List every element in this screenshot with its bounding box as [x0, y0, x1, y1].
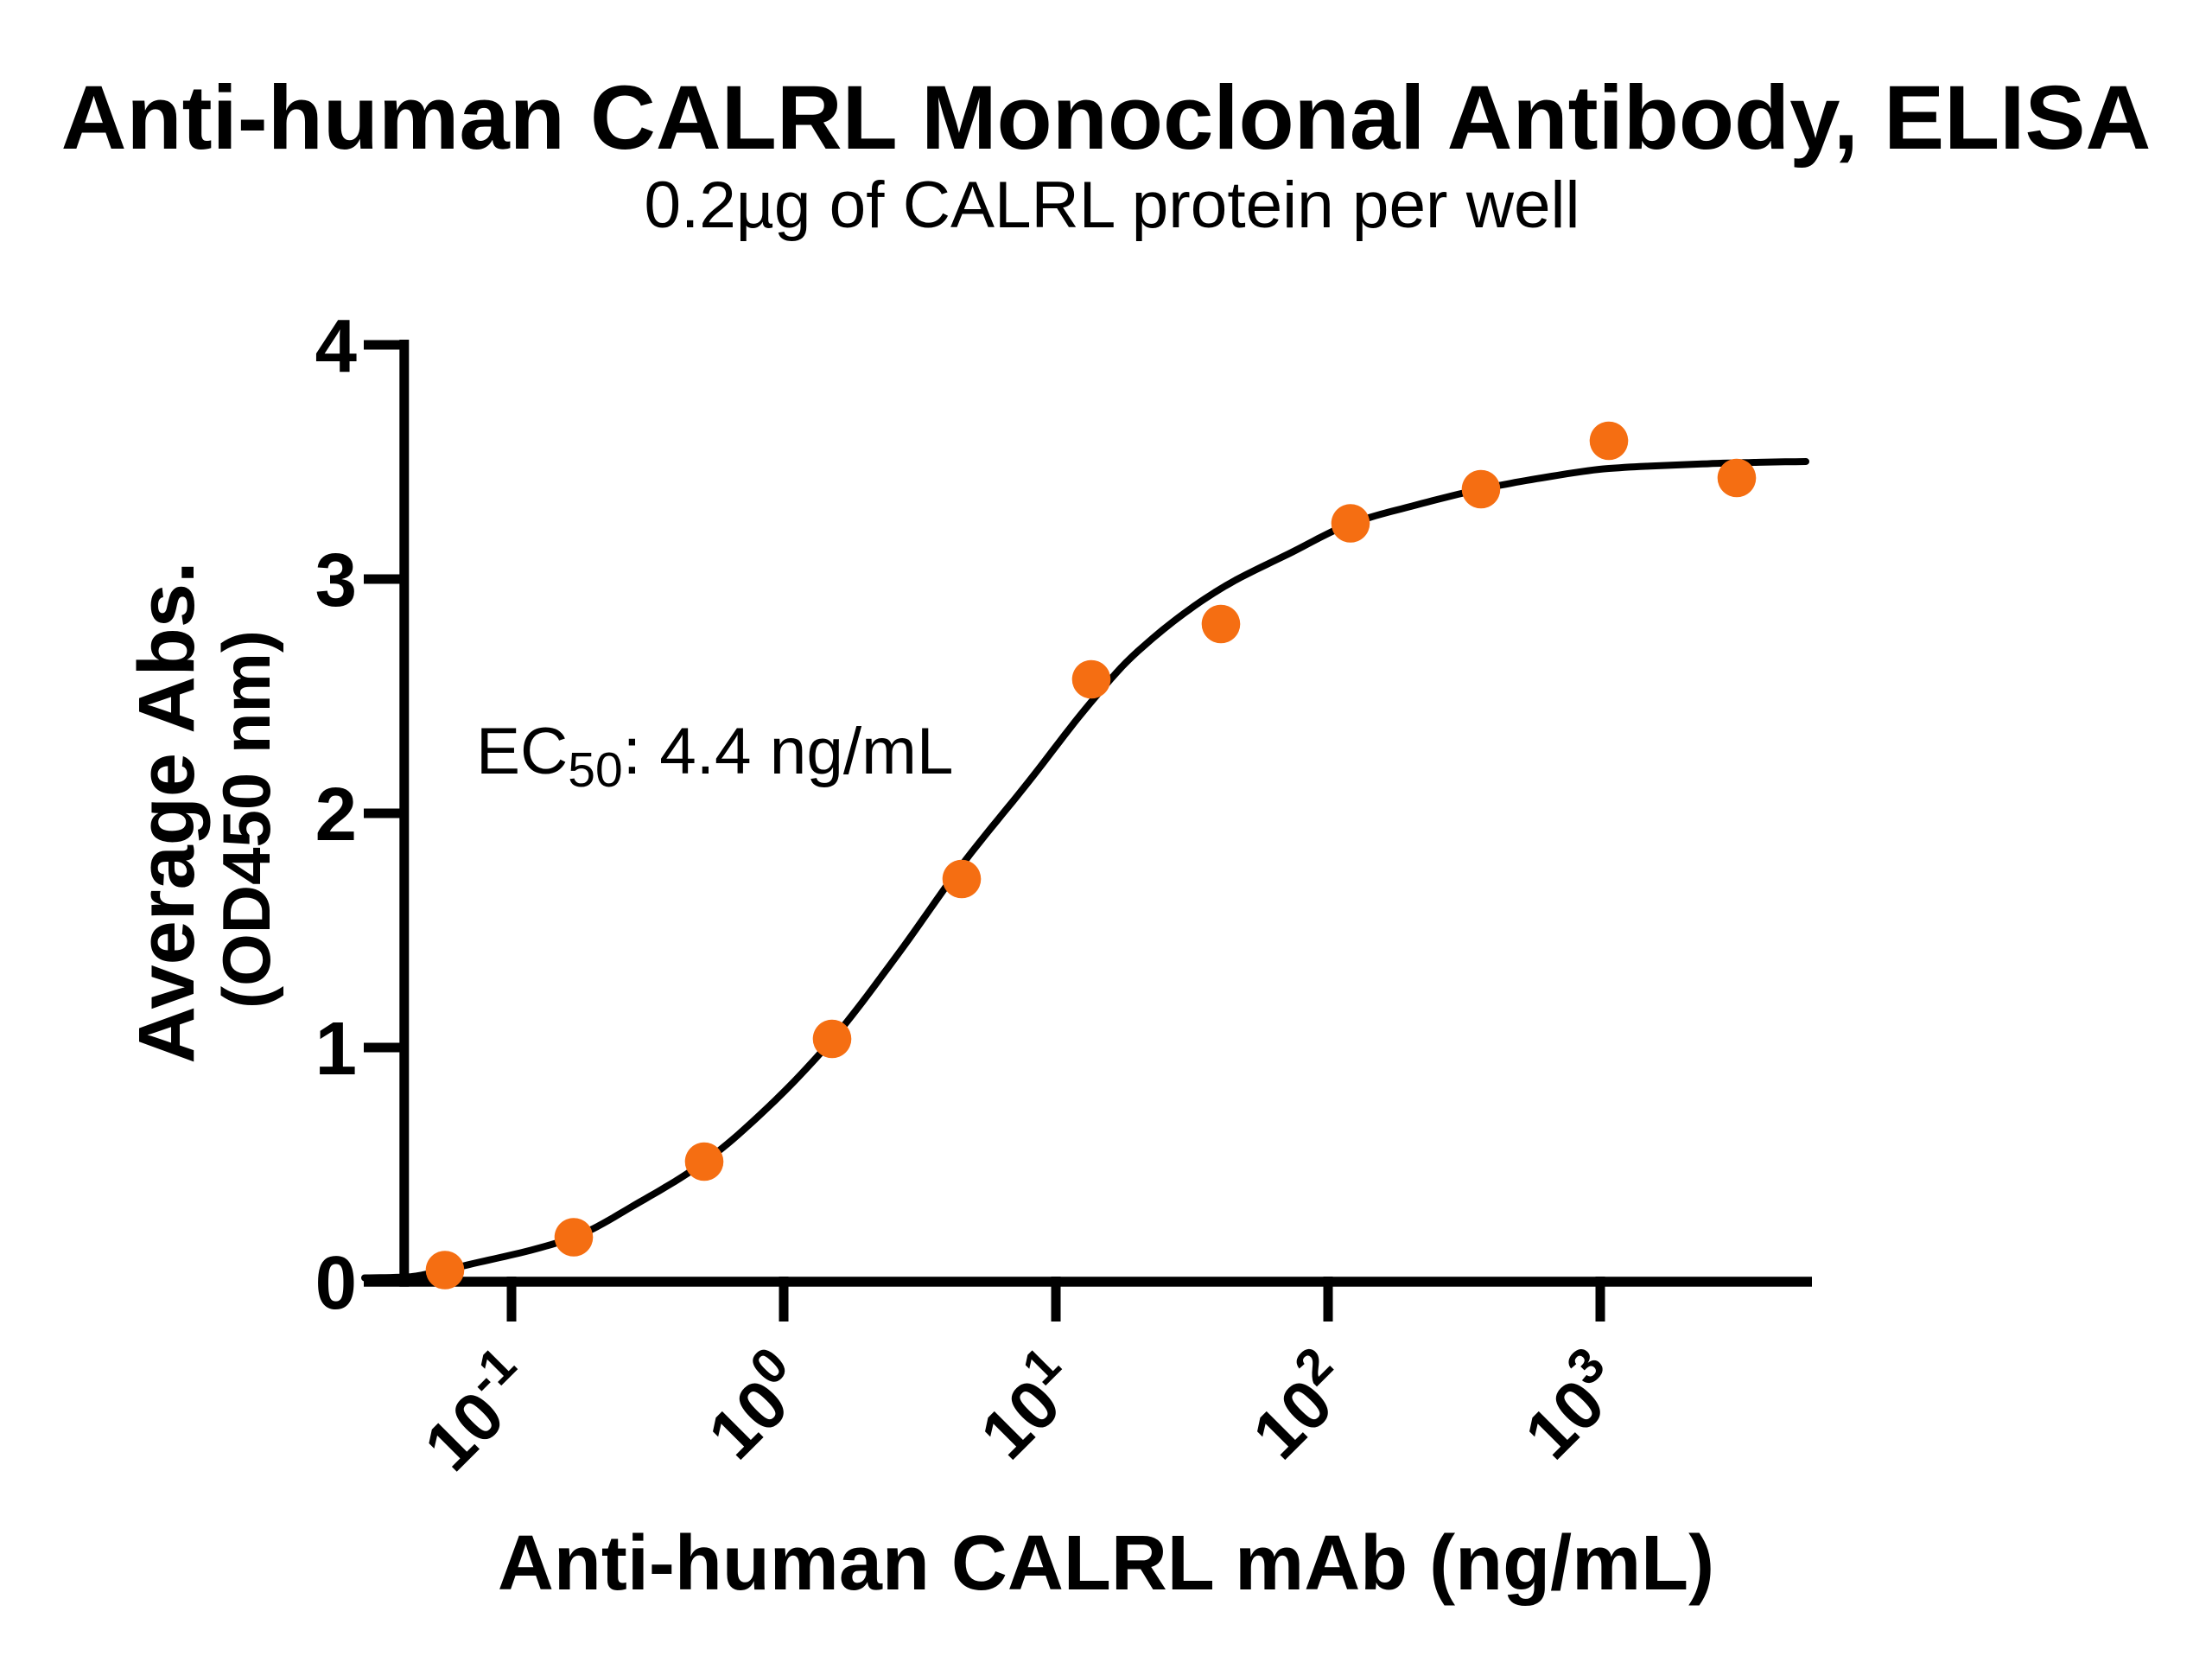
- svg-text:Average Abs.: Average Abs.: [123, 561, 211, 1063]
- svg-text:(OD450 nm): (OD450 nm): [208, 630, 284, 1009]
- svg-text:0: 0: [315, 1241, 357, 1325]
- svg-text:3: 3: [315, 538, 357, 622]
- svg-text:Anti-human CALRL Monoclonal An: Anti-human CALRL Monoclonal Antibody, EL…: [61, 67, 2152, 169]
- svg-text:1: 1: [315, 1007, 357, 1091]
- svg-text:0.2µg of CALRL protein per wel: 0.2µg of CALRL protein per well: [644, 169, 1580, 242]
- svg-text:Anti-human CALRL mAb (ng/mL): Anti-human CALRL mAb (ng/mL): [498, 1520, 1714, 1607]
- svg-text:EC50: 4.4 ng/mL: EC50: 4.4 ng/mL: [476, 715, 953, 798]
- svg-text:4: 4: [315, 304, 357, 388]
- svg-text:2: 2: [315, 773, 357, 857]
